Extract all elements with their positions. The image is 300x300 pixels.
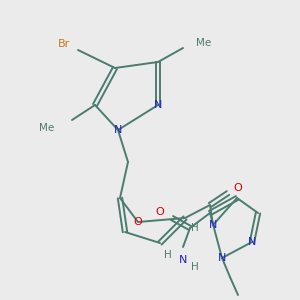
Text: O: O	[156, 207, 164, 217]
Text: N: N	[209, 220, 217, 230]
Text: N: N	[154, 100, 162, 110]
Text: H: H	[164, 250, 172, 260]
Text: O: O	[234, 183, 242, 193]
Text: N: N	[179, 255, 187, 265]
Text: Me: Me	[196, 38, 211, 48]
Text: N: N	[218, 253, 226, 263]
Text: Me: Me	[39, 123, 54, 133]
Text: H: H	[191, 223, 199, 233]
Text: H: H	[191, 262, 199, 272]
Text: N: N	[114, 125, 122, 135]
Text: Br: Br	[58, 39, 70, 49]
Text: O: O	[134, 217, 142, 227]
Text: N: N	[248, 237, 256, 247]
